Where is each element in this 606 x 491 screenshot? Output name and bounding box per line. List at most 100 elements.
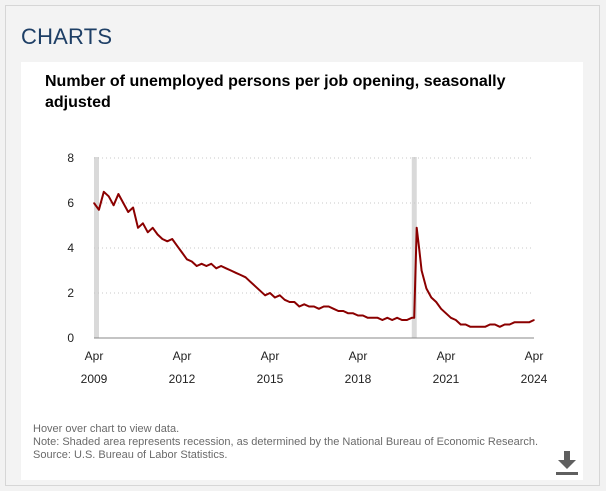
data-point: [244, 276, 247, 279]
data-point: [435, 301, 438, 303]
data-point: [205, 265, 208, 267]
data-point: [278, 294, 281, 297]
x-tick-month-0: Apr: [85, 349, 104, 363]
data-point: [418, 247, 420, 249]
data-point: [122, 202, 125, 204]
section-title: CHARTS: [21, 24, 113, 49]
data-point: [176, 244, 178, 247]
data-point: [186, 258, 188, 261]
data-point: [430, 296, 433, 299]
data-point: [303, 303, 306, 306]
data-point: [464, 323, 467, 326]
data-point: [391, 319, 394, 321]
data-point: [425, 287, 428, 290]
data-point: [117, 193, 120, 195]
data-point: [386, 316, 389, 319]
y-tick-label-4: 4: [67, 241, 74, 255]
data-point: [469, 325, 472, 328]
data-point: [171, 238, 174, 240]
data-point: [459, 323, 462, 326]
x-tick-month-1: Apr: [173, 349, 192, 363]
data-point: [484, 325, 486, 328]
data-point: [420, 269, 423, 272]
x-tick-year-1: 2012: [169, 372, 196, 386]
data-point: [102, 190, 105, 193]
data-point: [112, 204, 115, 207]
x-tick-year-0: 2009: [81, 372, 108, 386]
chart-notes: Hover over chart to view data. Note: Sha…: [33, 423, 578, 462]
data-point: [498, 325, 501, 328]
data-point: [318, 307, 320, 310]
chart-plot[interactable]: 0 2 4 6 8 Apr 2009 Apr 2012 Apr 2015 Apr 2018 Apr 2021…: [0, 0, 606, 420]
data-point: [410, 316, 413, 319]
x-tick-year-3: 2018: [345, 372, 372, 386]
data-point: [269, 292, 271, 294]
x-tick-month-5: Apr: [525, 349, 544, 363]
data-point: [93, 202, 95, 204]
data-point: [254, 285, 257, 288]
data-point: [450, 316, 452, 319]
data-point: [533, 319, 535, 321]
data-point: [337, 310, 340, 312]
data-point: [249, 280, 252, 283]
download-icon[interactable]: [555, 450, 579, 476]
x-tick-month-4: Apr: [437, 349, 456, 363]
data-point: [239, 274, 242, 276]
data-point: [142, 222, 144, 225]
data-point: [440, 307, 442, 310]
chart-card: [21, 62, 583, 480]
data-point: [327, 305, 330, 308]
hover-hint: Hover over chart to view data.: [33, 423, 180, 435]
data-point: [166, 240, 169, 243]
data-point: [401, 319, 403, 321]
data-point: [523, 321, 526, 324]
data-point: [200, 262, 203, 265]
data-point: [156, 233, 159, 236]
chart-title: Number of unemployed persons per job ope…: [45, 73, 506, 111]
data-point: [332, 307, 335, 310]
y-tick-label-2: 2: [67, 286, 74, 300]
data-point: [190, 260, 193, 263]
download-arrow-icon: [556, 451, 578, 475]
data-point: [313, 305, 315, 308]
data-point: [230, 269, 232, 272]
data-point: [293, 301, 296, 303]
x-tick-year-4: 2021: [433, 372, 460, 386]
data-point: [283, 298, 286, 301]
recession-band-0: [94, 157, 99, 338]
data-point: [494, 323, 496, 326]
data-point: [489, 323, 491, 326]
data-point: [137, 226, 139, 229]
data-point: [366, 316, 369, 319]
data-point: [107, 195, 110, 198]
y-tick-label-0: 0: [67, 331, 74, 345]
y-tick-label-6: 6: [67, 196, 74, 210]
recession-note: Note: Shaded area represents recession, …: [33, 436, 539, 448]
data-point: [396, 316, 398, 319]
data-point: [288, 301, 291, 303]
y-tick-label-8: 8: [67, 151, 74, 165]
data-point: [259, 289, 262, 292]
data-point: [181, 251, 183, 254]
data-point: [528, 321, 530, 324]
data-point: [127, 211, 130, 213]
data-point: [362, 314, 364, 317]
x-tick-month-3: Apr: [349, 349, 368, 363]
data-point: [454, 319, 457, 321]
data-point: [274, 296, 276, 299]
data-point: [98, 208, 100, 211]
data-point: [347, 312, 350, 315]
data-point: [357, 314, 359, 317]
data-point: [210, 262, 213, 265]
data-point: [503, 323, 506, 326]
data-point: [308, 305, 310, 308]
data-point: [474, 325, 477, 328]
data-point: [508, 323, 511, 326]
data-point: [132, 206, 134, 209]
data-point: [352, 312, 354, 315]
data-point: [479, 325, 482, 328]
data-point: [322, 305, 325, 308]
data-point: [518, 321, 521, 324]
source-note: Source: U.S. Bureau of Labor Statistics.: [33, 449, 228, 461]
data-point: [513, 321, 516, 324]
